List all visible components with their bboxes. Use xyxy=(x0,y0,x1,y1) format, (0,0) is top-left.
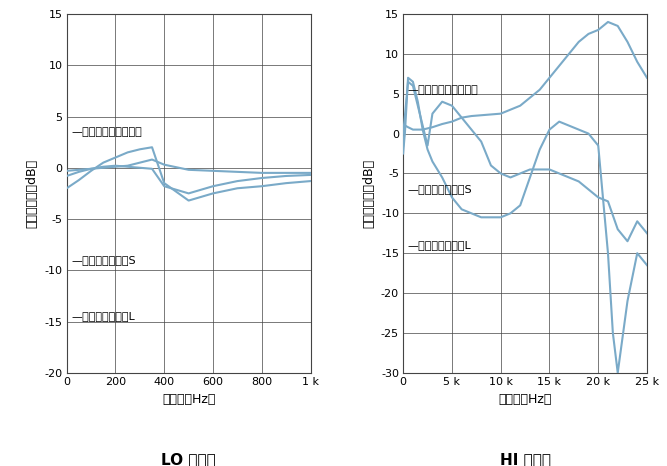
Text: —アタッチメントL: —アタッチメントL xyxy=(407,240,471,250)
Y-axis label: レスポンス（dB）: レスポンス（dB） xyxy=(26,159,39,228)
Text: —アタッチメントS: —アタッチメントS xyxy=(407,185,472,194)
X-axis label: 周波数（Hz）: 周波数（Hz） xyxy=(162,392,215,405)
Text: —アタッチメントS: —アタッチメントS xyxy=(71,255,136,265)
Text: —アタッチメントなし: —アタッチメントなし xyxy=(407,85,478,95)
X-axis label: 周波数（Hz）: 周波数（Hz） xyxy=(498,392,552,405)
Text: —アタッチメントなし: —アタッチメントなし xyxy=(71,127,142,137)
Y-axis label: レスポンス（dB）: レスポンス（dB） xyxy=(362,159,376,228)
Text: —アタッチメントL: —アタッチメントL xyxy=(71,311,135,322)
Text: HI レンジ: HI レンジ xyxy=(500,452,550,466)
Text: LO レンジ: LO レンジ xyxy=(161,452,216,466)
